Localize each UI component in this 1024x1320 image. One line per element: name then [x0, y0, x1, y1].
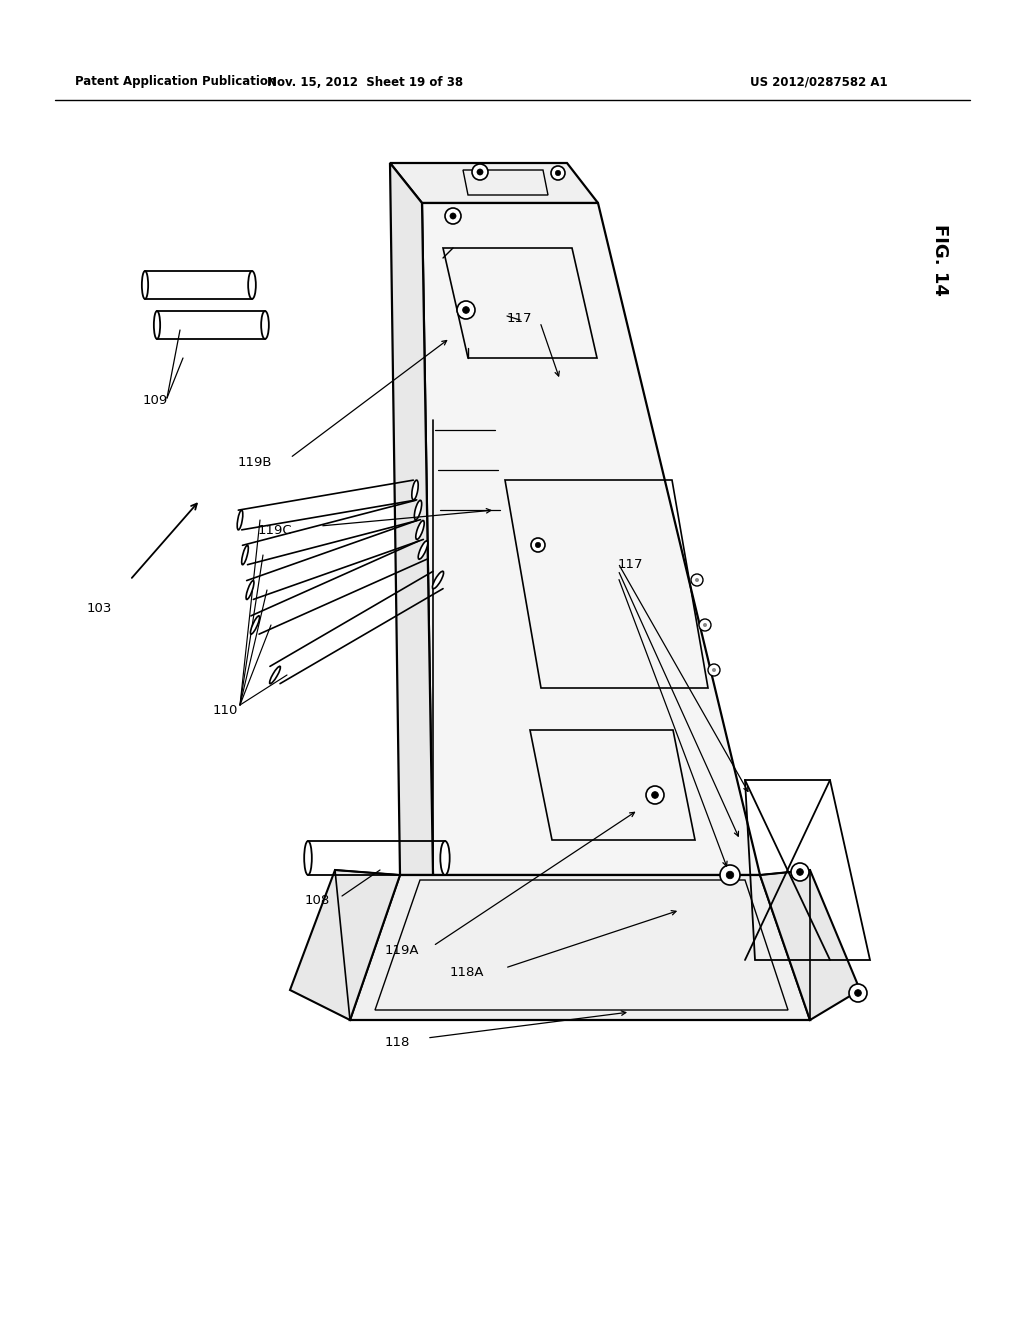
- Circle shape: [477, 169, 483, 176]
- Text: 119A: 119A: [385, 944, 420, 957]
- Ellipse shape: [415, 500, 422, 520]
- Text: Patent Application Publication: Patent Application Publication: [75, 75, 276, 88]
- Polygon shape: [290, 870, 400, 1020]
- Circle shape: [555, 170, 561, 176]
- Circle shape: [531, 539, 545, 552]
- Ellipse shape: [238, 510, 243, 529]
- Ellipse shape: [304, 841, 312, 875]
- Ellipse shape: [242, 545, 249, 565]
- Circle shape: [797, 869, 804, 875]
- Circle shape: [463, 306, 469, 313]
- Circle shape: [703, 623, 707, 627]
- Ellipse shape: [261, 312, 269, 339]
- Ellipse shape: [412, 480, 418, 500]
- Text: FIG. 14: FIG. 14: [931, 224, 949, 296]
- Text: Nov. 15, 2012  Sheet 19 of 38: Nov. 15, 2012 Sheet 19 of 38: [267, 75, 463, 88]
- Circle shape: [791, 863, 809, 880]
- Polygon shape: [350, 875, 810, 1020]
- Circle shape: [708, 664, 720, 676]
- Ellipse shape: [246, 581, 254, 599]
- Circle shape: [720, 865, 740, 884]
- Circle shape: [695, 578, 699, 582]
- Text: 117: 117: [507, 312, 532, 325]
- Circle shape: [855, 990, 861, 997]
- Circle shape: [551, 166, 565, 180]
- Ellipse shape: [418, 541, 428, 560]
- Text: 119B: 119B: [238, 455, 272, 469]
- Circle shape: [646, 785, 664, 804]
- Ellipse shape: [440, 841, 450, 875]
- Circle shape: [726, 871, 734, 879]
- Ellipse shape: [142, 271, 148, 300]
- Circle shape: [699, 619, 711, 631]
- Circle shape: [536, 543, 541, 548]
- Ellipse shape: [248, 271, 256, 300]
- Text: 110: 110: [213, 704, 239, 717]
- Circle shape: [712, 668, 716, 672]
- Ellipse shape: [432, 572, 443, 589]
- Circle shape: [457, 301, 475, 319]
- Text: 109: 109: [143, 393, 168, 407]
- Text: 108: 108: [305, 894, 331, 907]
- Polygon shape: [390, 162, 433, 875]
- Ellipse shape: [416, 520, 424, 540]
- Circle shape: [450, 213, 456, 219]
- Text: 119C: 119C: [258, 524, 293, 536]
- Polygon shape: [390, 162, 598, 203]
- Text: 103: 103: [87, 602, 113, 615]
- Circle shape: [445, 209, 461, 224]
- Ellipse shape: [154, 312, 160, 339]
- Text: 118A: 118A: [450, 965, 484, 978]
- Ellipse shape: [269, 667, 281, 684]
- Text: 117: 117: [618, 558, 643, 572]
- Circle shape: [651, 792, 658, 799]
- Text: US 2012/0287582 A1: US 2012/0287582 A1: [750, 75, 888, 88]
- Polygon shape: [422, 203, 760, 875]
- Circle shape: [691, 574, 703, 586]
- Polygon shape: [760, 870, 860, 1020]
- Ellipse shape: [251, 616, 259, 634]
- Circle shape: [472, 164, 488, 180]
- Circle shape: [849, 983, 867, 1002]
- Text: 118: 118: [385, 1035, 411, 1048]
